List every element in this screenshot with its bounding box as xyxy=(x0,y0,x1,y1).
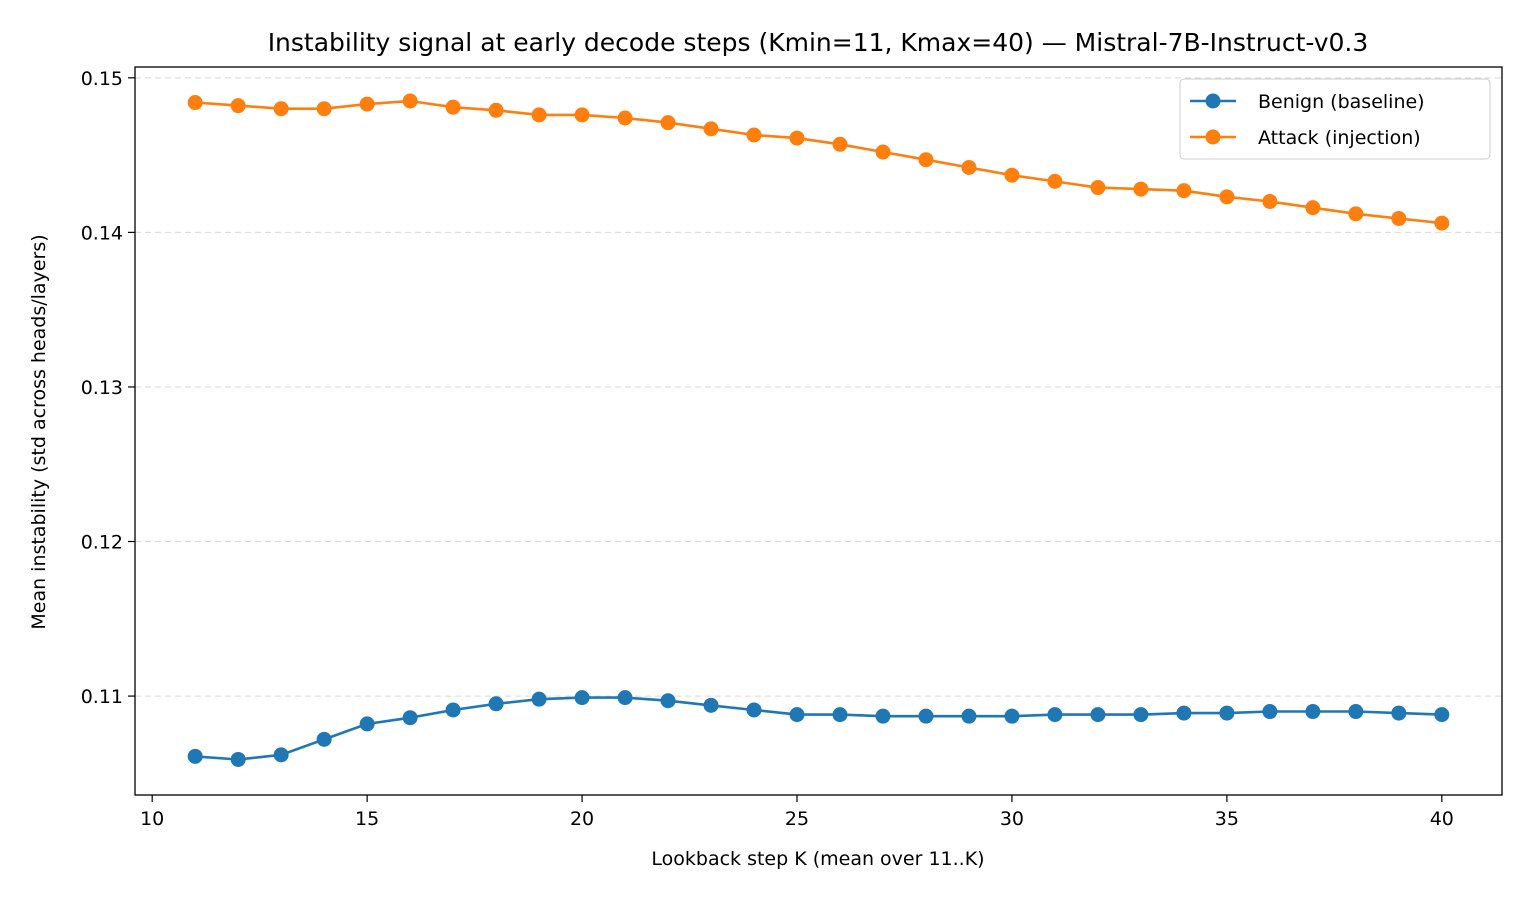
data-point xyxy=(1004,167,1020,183)
data-point xyxy=(746,702,762,718)
data-point xyxy=(316,101,332,117)
data-point xyxy=(1391,210,1407,226)
series-layer xyxy=(187,93,1450,767)
data-point xyxy=(789,707,805,723)
x-tick-label: 25 xyxy=(785,808,809,830)
data-point xyxy=(1133,707,1149,723)
data-point xyxy=(832,136,848,152)
data-point xyxy=(402,93,418,109)
legend-label: Attack (injection) xyxy=(1258,127,1421,149)
plot-frame xyxy=(134,66,1503,796)
data-point xyxy=(488,102,504,118)
x-tick-label: 35 xyxy=(1215,808,1239,830)
data-point xyxy=(273,747,289,763)
data-point xyxy=(1348,206,1364,222)
data-point xyxy=(660,693,676,709)
data-point xyxy=(187,748,203,764)
grid-lines xyxy=(135,77,1502,697)
data-point xyxy=(660,115,676,131)
y-tick-label: 0.11 xyxy=(81,686,123,708)
data-point xyxy=(1434,215,1450,231)
y-tick-label: 0.14 xyxy=(81,222,123,244)
data-point xyxy=(1262,704,1278,720)
chart-title: Instability signal at early decode steps… xyxy=(268,28,1369,57)
data-point xyxy=(703,121,719,137)
data-point xyxy=(961,159,977,175)
data-point xyxy=(273,101,289,117)
data-point xyxy=(1004,708,1020,724)
data-point xyxy=(875,708,891,724)
data-point xyxy=(1305,200,1321,216)
data-point xyxy=(445,702,461,718)
data-point xyxy=(789,130,805,146)
x-axis-ticks: 10 15 20 25 30 35 40 xyxy=(140,795,1454,830)
data-point xyxy=(531,691,547,707)
data-point xyxy=(832,707,848,723)
data-point xyxy=(1391,705,1407,721)
data-point xyxy=(445,99,461,115)
data-point xyxy=(574,690,590,706)
y-tick-label: 0.13 xyxy=(81,377,123,399)
legend-box xyxy=(1179,78,1491,160)
x-axis-label: Lookback step K (mean over 11..K) xyxy=(651,848,984,870)
legend: Benign (baseline) Attack (injection) xyxy=(1179,78,1491,160)
data-point xyxy=(1262,193,1278,209)
data-point xyxy=(1090,707,1106,723)
data-point xyxy=(617,110,633,126)
legend-marker xyxy=(1205,129,1221,145)
data-point xyxy=(918,708,934,724)
data-point xyxy=(746,127,762,143)
data-point xyxy=(703,697,719,713)
data-point xyxy=(574,107,590,123)
data-point xyxy=(961,708,977,724)
data-point xyxy=(1176,705,1192,721)
x-tick-label: 40 xyxy=(1430,808,1454,830)
y-axis-ticks: 0.11 0.12 0.13 0.14 0.15 xyxy=(81,68,135,708)
y-axis-label: Mean instability (std across heads/layer… xyxy=(28,234,50,629)
data-point xyxy=(230,98,246,114)
data-point xyxy=(359,716,375,732)
data-point xyxy=(918,152,934,168)
series-group xyxy=(187,690,1450,767)
x-tick-label: 10 xyxy=(140,808,164,830)
legend-item: Attack (injection) xyxy=(1190,127,1421,149)
x-tick-label: 30 xyxy=(1000,808,1024,830)
data-point xyxy=(875,144,891,160)
data-point xyxy=(617,690,633,706)
x-tick-label: 15 xyxy=(355,808,379,830)
data-point xyxy=(1434,707,1450,723)
data-point xyxy=(1176,183,1192,199)
data-point xyxy=(1219,705,1235,721)
data-point xyxy=(316,731,332,747)
data-point xyxy=(359,96,375,112)
legend-item: Benign (baseline) xyxy=(1190,91,1425,113)
data-point xyxy=(1305,704,1321,720)
y-tick-label: 0.15 xyxy=(81,68,123,90)
data-point xyxy=(531,107,547,123)
data-point xyxy=(187,95,203,111)
x-tick-label: 20 xyxy=(570,808,594,830)
data-point xyxy=(488,696,504,712)
data-point xyxy=(1348,704,1364,720)
data-point xyxy=(230,751,246,767)
data-point xyxy=(1219,189,1235,205)
legend-label: Benign (baseline) xyxy=(1258,91,1425,113)
data-point xyxy=(1047,173,1063,189)
series-group xyxy=(187,93,1450,231)
data-point xyxy=(1133,181,1149,197)
data-point xyxy=(402,710,418,726)
data-point xyxy=(1090,180,1106,196)
legend-marker xyxy=(1205,93,1221,109)
data-point xyxy=(1047,707,1063,723)
y-tick-label: 0.12 xyxy=(81,532,123,554)
